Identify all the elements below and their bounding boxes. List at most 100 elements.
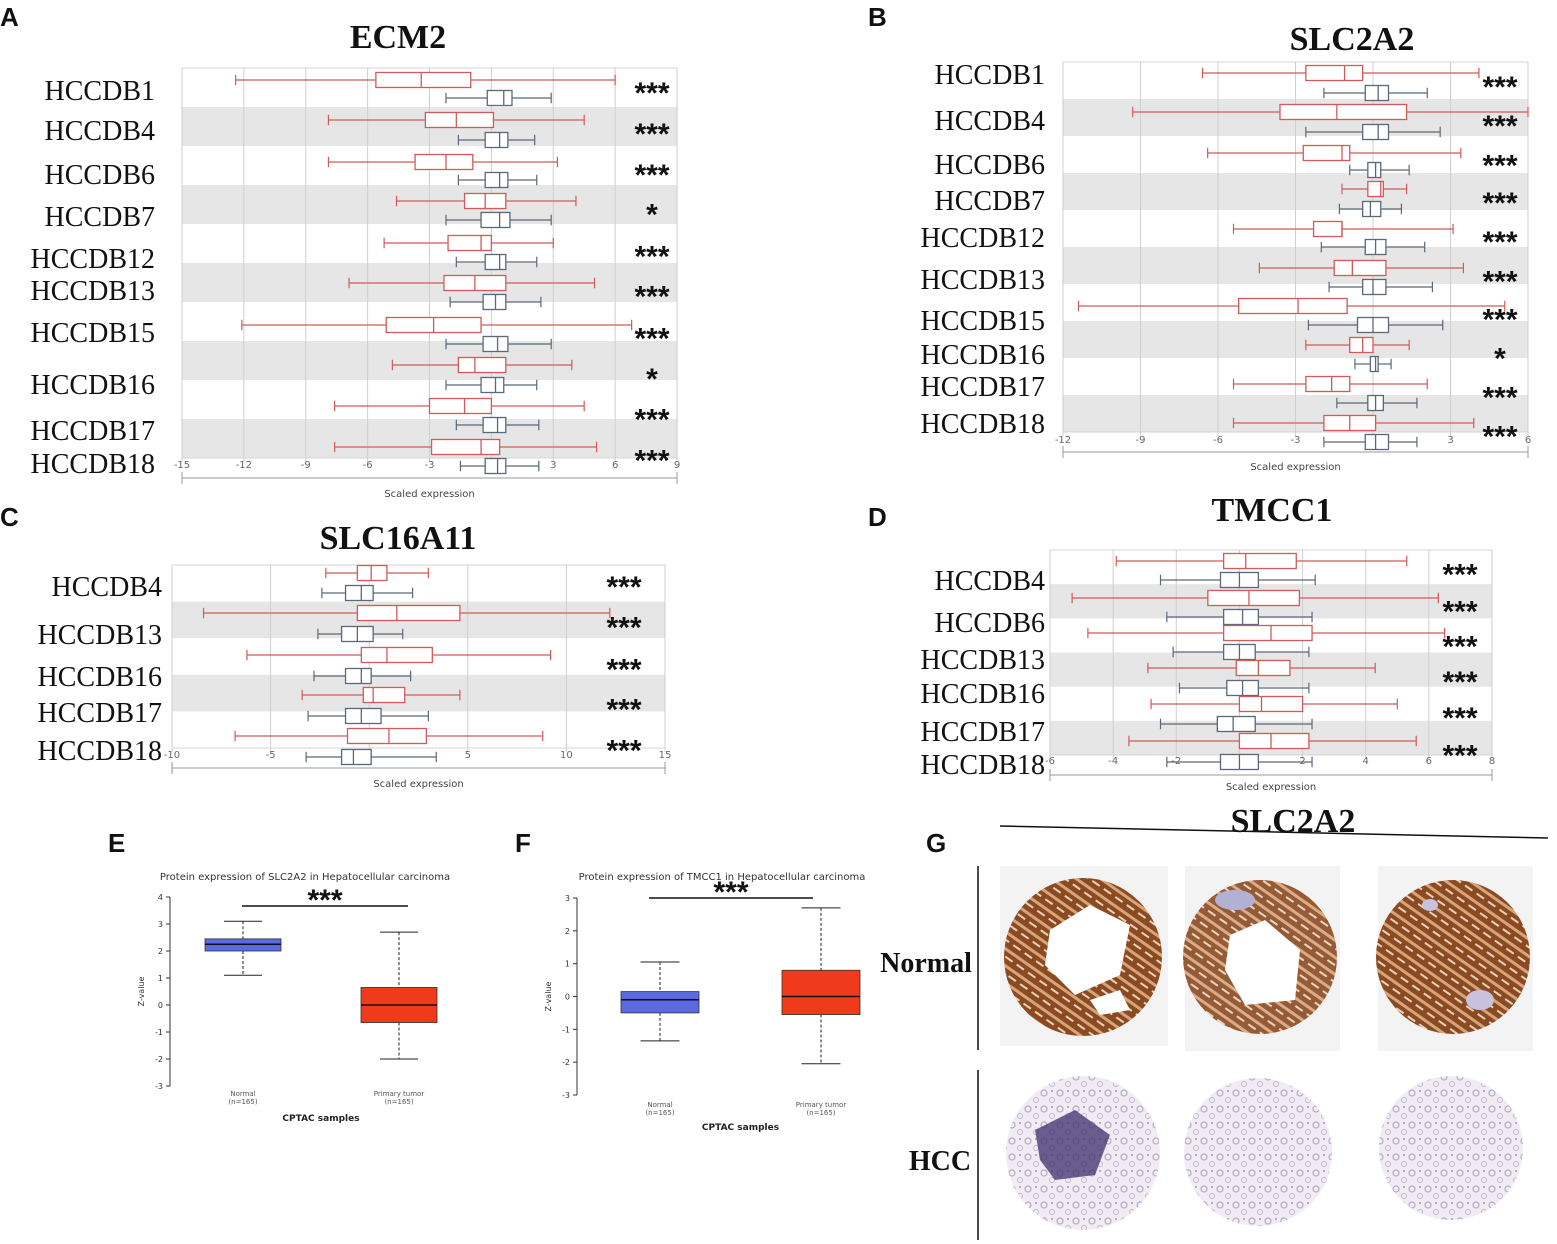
- panel-f-y-tick-label: -3: [562, 1091, 570, 1100]
- panel-b-tumor-box: [1201, 64, 1480, 82]
- panel-b-normal-box-iqr: [1369, 355, 1379, 373]
- panel-a-normal-box: [445, 335, 552, 353]
- panel-a-ecm2: -15-12-9-6-30369Scaled expressionECM2HCC…: [31, 19, 681, 500]
- panel-b-tumor-box: [1232, 414, 1475, 432]
- panel-b-normal-box: [1336, 394, 1418, 412]
- panel-a-title: ECM2: [350, 19, 446, 56]
- panel-b-tumor-box: [1132, 103, 1529, 121]
- panel-a-significance: *: [646, 363, 658, 396]
- panel-b-significance: ***: [1482, 110, 1517, 143]
- panel-c-tick-label: 15: [659, 750, 672, 761]
- panel-c-significance: ***: [606, 694, 641, 727]
- panel-b-normal-box: [1354, 355, 1392, 373]
- panel-a-normal-box: [445, 211, 552, 229]
- panel-b-slc2a2: -12-9-6-3036Scaled expressionSLC2A2HCCDB…: [921, 21, 1532, 473]
- panel-b-significance: ***: [1482, 266, 1517, 299]
- panel-a-normal-box-iqr: [482, 335, 509, 353]
- panel-a-normal-box-iqr: [482, 293, 507, 311]
- panel-a-category-label: HCCDB18: [31, 449, 155, 480]
- panel-b-tumor-box-iqr: [1302, 144, 1351, 162]
- panel-c-tumor-box: [246, 646, 552, 664]
- panel-c-significance: ***: [606, 571, 641, 604]
- panel-b-normal-box: [1307, 316, 1444, 334]
- panel-b-significance: ***: [1482, 421, 1517, 454]
- panel-b-category-label: HCCDB1: [935, 60, 1045, 91]
- panel-d-significance: ***: [1442, 666, 1477, 699]
- panel-d-tumor-box: [1150, 695, 1398, 713]
- panel-b-significance: ***: [1482, 71, 1517, 104]
- panel-d-tmcc1: -6-4-202468Scaled expressionTMCC1HCCDB4*…: [921, 492, 1496, 793]
- panel-c-category-label: HCCDB4: [52, 572, 162, 603]
- panel-a-significance: ***: [634, 118, 669, 151]
- panel-b-normal-box-iqr: [1367, 161, 1382, 179]
- panel-b-significance: ***: [1482, 304, 1517, 337]
- panel-a-tumor-box: [334, 397, 585, 415]
- panel-e-y-tick-label: 1: [158, 974, 163, 983]
- panel-a-normal-box: [455, 253, 538, 271]
- ihc-normal-3-image: [1376, 880, 1530, 1034]
- panel-b-tumor-box: [1232, 375, 1428, 393]
- panel-a-tick-label: 3: [550, 460, 556, 471]
- panel-f-significance: ***: [713, 876, 748, 909]
- panel-a-category-label: HCCDB1: [45, 76, 155, 107]
- panel-d-tumor-box: [1087, 624, 1446, 642]
- panel-b-significance: ***: [1482, 382, 1517, 415]
- panel-b-x-axis-label: Scaled expression: [1250, 462, 1340, 473]
- panel-b-significance: *: [1494, 343, 1506, 376]
- panel-d-normal-box: [1178, 679, 1310, 697]
- panel-b-tick-label: -3: [1291, 435, 1301, 446]
- ihc-hcc-1-image: [1006, 1076, 1160, 1230]
- panel-e-y-tick-label: 0: [158, 1001, 163, 1010]
- ihc-normal-1-image: [1004, 878, 1162, 1036]
- panel-a-tumor-box-iqr: [457, 356, 507, 374]
- ihc-hcc-2-image: [1184, 1078, 1332, 1226]
- panel-b-normal-box: [1323, 84, 1428, 102]
- panel-b-category-label: HCCDB4: [935, 106, 1045, 137]
- panel-a-tumor-box: [241, 316, 633, 334]
- panel-e-y-tick-label: -1: [155, 1028, 163, 1037]
- panel-a-tick-label: -3: [425, 460, 435, 471]
- panel-label-e: E: [108, 828, 125, 858]
- panel-a-normal-box-iqr: [480, 376, 505, 394]
- panel-c-normal-box: [313, 667, 412, 685]
- panel-c-significance: ***: [606, 612, 641, 645]
- panel-c-slc16a11: -10-5051015Scaled expressionSLC16A11HCCD…: [38, 520, 672, 790]
- panel-f-group-n: (n=165): [645, 1109, 674, 1117]
- panel-b-category-label: HCCDB16: [921, 340, 1045, 371]
- panel-b-significance: ***: [1482, 226, 1517, 259]
- panel-a-category-label: HCCDB6: [45, 160, 155, 191]
- panel-a-tumor-box: [348, 274, 596, 292]
- panel-c-significance: ***: [606, 735, 641, 768]
- panel-d-category-label: HCCDB13: [921, 645, 1045, 676]
- panel-a-tumor-box: [235, 71, 616, 89]
- panel-e-y-tick-label: 3: [158, 920, 163, 929]
- panel-d-significance: ***: [1442, 596, 1477, 629]
- panel-label-b: B: [868, 2, 887, 32]
- panel-d-category-label: HCCDB6: [935, 608, 1045, 639]
- panel-a-tumor-box-iqr: [424, 111, 495, 129]
- panel-d-tick-label: 8: [1489, 756, 1495, 767]
- panel-a-x-axis-label: Scaled expression: [384, 489, 474, 500]
- panel-c-normal-box: [317, 625, 404, 643]
- panel-f-title: Protein expression of TMCC1 in Hepatocel…: [579, 872, 866, 883]
- panel-b-normal-box-iqr: [1362, 200, 1382, 218]
- panel-a-tumor-box-iqr: [428, 397, 493, 415]
- panel-f-box-normal: [620, 961, 700, 1042]
- panel-a-tumor-box: [391, 356, 573, 374]
- panel-f-y-tick-label: -1: [562, 1025, 570, 1034]
- panel-e-y-tick-label: -3: [155, 1082, 163, 1091]
- panel-c-tumor-box-iqr: [356, 564, 388, 582]
- panel-d-tumor-box: [1115, 552, 1408, 570]
- panel-d-category-label: HCCDB16: [921, 679, 1045, 710]
- panel-a-normal-box-iqr: [484, 131, 509, 149]
- panel-c-title: SLC16A11: [320, 520, 477, 557]
- panel-e-title: Protein expression of SLC2A2 in Hepatoce…: [160, 872, 450, 883]
- panel-a-normal-box: [445, 89, 552, 107]
- panel-a-normal-box-iqr: [486, 89, 513, 107]
- panel-b-normal-box: [1323, 433, 1418, 451]
- panel-a-tick-label: -12: [236, 460, 252, 471]
- panel-a-tumor-box-iqr: [375, 71, 472, 89]
- panel-a-significance: ***: [634, 159, 669, 192]
